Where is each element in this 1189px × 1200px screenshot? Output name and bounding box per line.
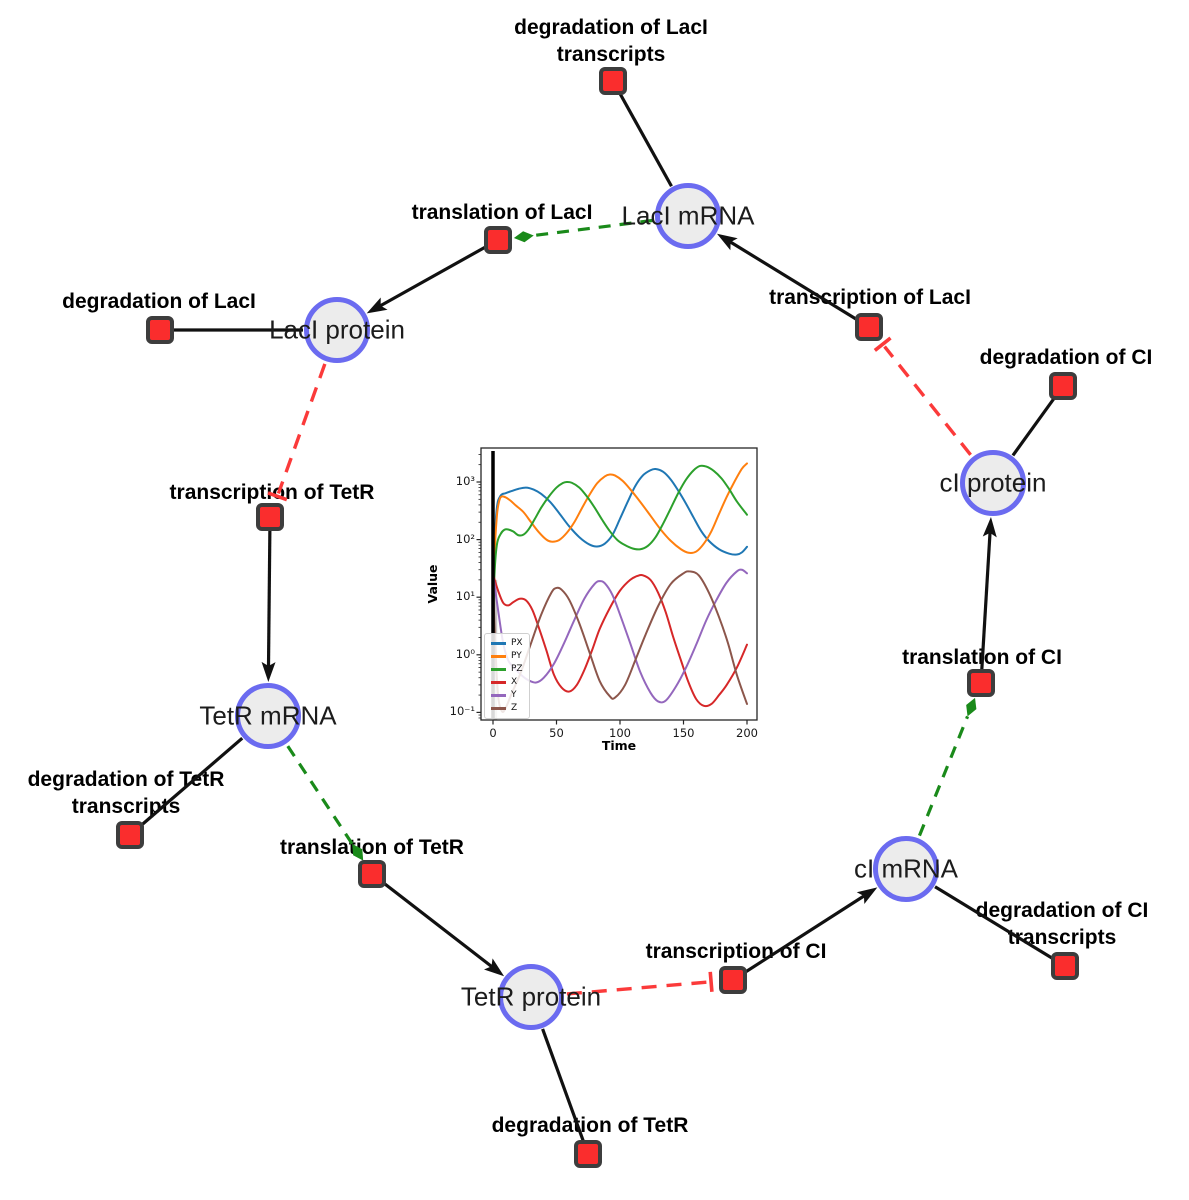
legend-label: PX — [511, 638, 523, 648]
edge-consumption-deg_ci-ci_protein — [1011, 385, 1065, 457]
x-tick-label: 0 — [489, 726, 497, 740]
series-line-PZ — [492, 464, 748, 646]
legend-entry-PX: PX — [491, 638, 523, 649]
y-tick-label: 10⁰ — [455, 646, 475, 661]
reaction-label-line: transcripts — [71, 795, 181, 818]
edge-production-tx_ci-ci_mrna — [732, 887, 878, 982]
legend-entry-PZ: PZ — [491, 664, 523, 675]
edge-consumption-deg_ci_tx-ci_mrna — [934, 885, 1066, 968]
reaction-label-deg_laci: degradation of LacI — [62, 288, 256, 315]
edge-production-transl_ci-ci_protein — [979, 516, 997, 684]
reaction-label-line: degradation of CI — [975, 899, 1149, 922]
series-line-X — [492, 573, 748, 708]
reaction-label-line: translation of LacI — [411, 201, 593, 224]
y-tick-label: 10¹ — [455, 589, 475, 604]
legend-swatch — [491, 681, 506, 684]
edge-consumption-deg_tetr_tx-tetr_mrna — [128, 736, 244, 837]
reaction-label-transl_tetr: translation of TetR — [280, 834, 464, 861]
x-tick-label: 50 — [549, 726, 564, 740]
x-tick-label: 150 — [672, 726, 695, 740]
chart-legend: PX PY PZ X Y Z — [484, 633, 530, 719]
reaction-label-line: degradation of LacI — [62, 290, 256, 313]
reaction-label-tx_ci: transcription of CI — [646, 938, 827, 965]
legend-entry-PY: PY — [491, 651, 523, 662]
x-axis-title: Time — [601, 738, 637, 753]
reaction-label-line: degradation of LacI — [514, 16, 708, 39]
legend-swatch — [491, 668, 506, 671]
reaction-label-line: transcription of CI — [645, 940, 827, 963]
y-tick-label: 10² — [455, 531, 475, 546]
y-axis-title: Value — [425, 564, 440, 604]
x-tick-label: 100 — [609, 726, 631, 740]
edge-modifier-tetr_mrna-transl_tetr — [286, 745, 364, 861]
series-line-Z — [492, 570, 748, 713]
reaction-label-deg_tetr: degradation of TetR — [492, 1112, 689, 1139]
edge-modifier-laci_mrna-transl_laci — [513, 218, 653, 243]
reaction-label-deg_tetr_tx: degradation of TetR transcripts — [28, 766, 225, 820]
reaction-label-line: transcripts — [556, 43, 666, 66]
legend-label: PZ — [511, 664, 523, 674]
reaction-label-line: degradation of CI — [979, 346, 1153, 369]
edge-inhibition-tetr_protein-tx_ci — [566, 971, 714, 996]
reaction-label-line: translation of TetR — [280, 836, 464, 859]
legend-label: X — [511, 677, 518, 687]
edge-production-tx_laci-laci_mrna — [716, 233, 870, 329]
legend-label: Z — [511, 703, 518, 713]
edge-consumption-deg_laci_tx-laci_mrna — [611, 80, 673, 188]
legend-swatch — [491, 655, 506, 658]
edge-production-tx_tetr-tetr_mrna — [261, 516, 276, 683]
legend-swatch — [491, 707, 506, 710]
reaction-label-line: transcripts — [1007, 926, 1117, 949]
legend-entry-Z: Z — [491, 703, 523, 714]
edge-inhibition-ci_protein-tx_laci — [873, 336, 972, 456]
reaction-label-deg_laci_tx: degradation of LacI transcripts — [514, 14, 708, 68]
edge-consumption-deg_tetr-tetr_protein — [541, 1028, 590, 1155]
reaction-label-line: transcription of LacI — [769, 286, 971, 309]
legend-entry-Y: Y — [491, 690, 523, 701]
edge-production-transl_tetr-tetr_protein — [371, 872, 505, 977]
reaction-label-line: degradation of TetR — [491, 1114, 689, 1137]
edge-production-transl_laci-laci_protein — [366, 238, 499, 314]
y-tick-label: 10⁻¹ — [449, 704, 475, 719]
edge-modifier-ci_mrna-transl_ci — [917, 697, 977, 837]
x-tick-label: 200 — [736, 726, 758, 740]
legend-swatch — [491, 694, 506, 697]
reaction-label-deg_ci_tx: degradation of CI transcripts — [976, 897, 1149, 951]
edge-inhibition-laci_protein-tx_tetr — [267, 363, 327, 502]
legend-label: PY — [511, 651, 522, 661]
legend-entry-X: X — [491, 677, 523, 688]
axes-frame — [480, 447, 758, 721]
reaction-label-deg_ci: degradation of CI — [980, 344, 1153, 371]
legend-label: Y — [511, 690, 517, 700]
reaction-label-tx_laci: transcription of LacI — [769, 284, 971, 311]
legend-swatch — [491, 642, 506, 645]
simulation-inset-chart: 0 50 100 150 200 10³ 10² 10¹ 10⁰ 10⁻¹ PX PY PZ X Y Z T… — [415, 437, 783, 772]
y-tick-label: 10³ — [455, 474, 475, 488]
series-line-PY — [492, 462, 748, 639]
reaction-label-transl_laci: translation of LacI — [412, 199, 593, 226]
reaction-label-line: degradation of TetR — [27, 768, 225, 791]
series-line-PX — [492, 467, 748, 629]
